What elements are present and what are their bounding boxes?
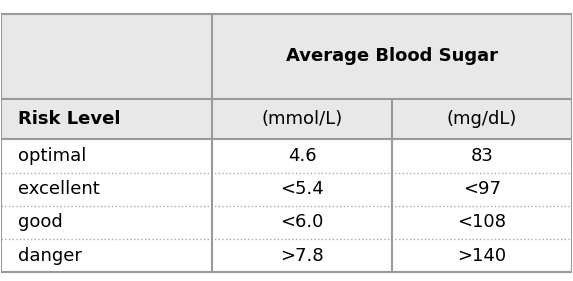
Bar [1, 139, 572, 173]
Bar [1, 206, 572, 239]
Text: danger: danger [18, 247, 83, 265]
Text: 4.6: 4.6 [288, 147, 316, 165]
Text: (mmol/L): (mmol/L) [261, 110, 343, 128]
Bar [1, 14, 572, 99]
Bar [1, 239, 572, 272]
Text: optimal: optimal [18, 147, 87, 165]
Text: <108: <108 [457, 213, 507, 231]
Text: 83: 83 [470, 147, 493, 165]
Text: <6.0: <6.0 [281, 213, 324, 231]
Text: excellent: excellent [18, 180, 100, 198]
Text: Average Blood Sugar: Average Blood Sugar [286, 47, 498, 65]
Text: good: good [18, 213, 63, 231]
Text: (mg/dL): (mg/dL) [446, 110, 517, 128]
Text: <97: <97 [463, 180, 501, 198]
Text: Risk Level: Risk Level [18, 110, 121, 128]
Text: >140: >140 [457, 247, 507, 265]
Bar [1, 173, 572, 206]
Text: <5.4: <5.4 [280, 180, 324, 198]
Bar [1, 99, 572, 139]
Text: >7.8: >7.8 [280, 247, 324, 265]
